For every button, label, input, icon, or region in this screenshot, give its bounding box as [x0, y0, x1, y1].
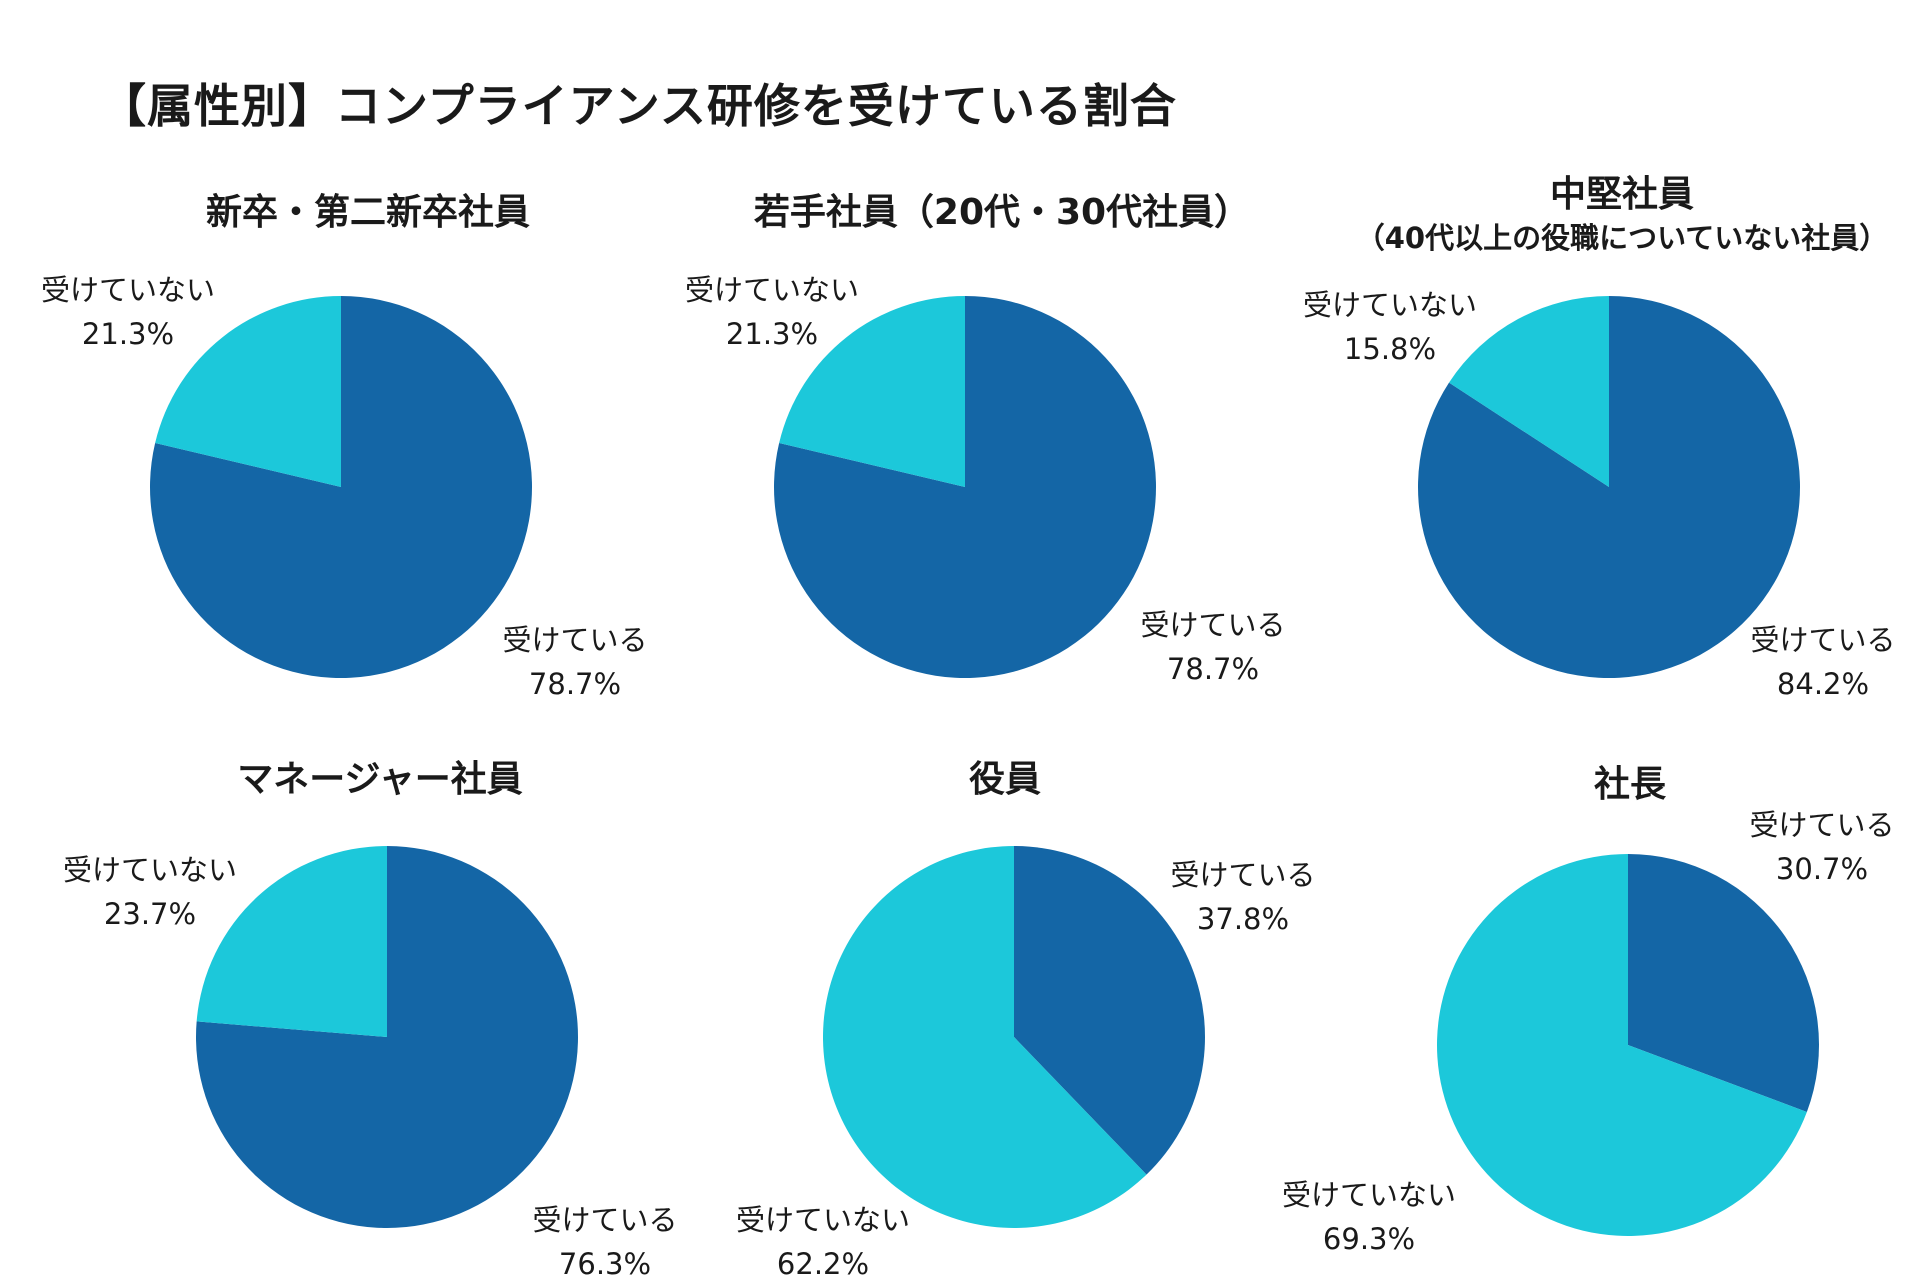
pie-mid-level: [1418, 296, 1800, 678]
pie-new-graduates: [149, 296, 532, 678]
chart-title-new-graduates: 新卒・第二新卒社員: [205, 192, 531, 233]
chart-title-managers: マネージャー社員: [237, 759, 523, 800]
pie-slice-received: [1628, 854, 1819, 1112]
pie-executives: [823, 846, 1206, 1228]
pie-slice-not-received: [779, 296, 965, 487]
slice-label-received: 受けている 30.7%: [1749, 808, 1895, 886]
slice-label-not-received: 受けていない 21.3%: [40, 273, 216, 351]
chart-title-mid-level: 中堅社員: [1549, 174, 1695, 215]
slice-label-received: 受けている 78.7%: [502, 623, 648, 701]
page-title: 【属性別】コンプライアンス研修を受けている割合: [100, 79, 1177, 133]
pie-slice-not-received: [196, 846, 387, 1037]
slice-label-not-received: 受けていない 15.8%: [1302, 288, 1478, 366]
pie-slice-not-received: [1436, 854, 1807, 1236]
slice-label-received: 受けている 78.7%: [1140, 608, 1286, 686]
chart-title-executives: 役員: [968, 759, 1042, 800]
slice-label-received: 受けている 76.3%: [532, 1203, 678, 1281]
chart-title-young-employees: 若手社員（20代・30代社員）: [753, 192, 1251, 233]
pie-slice-not-received: [823, 846, 1147, 1228]
pie-president: [1436, 854, 1819, 1236]
slice-label-not-received: 受けていない 23.7%: [62, 853, 238, 931]
pie-slice-not-received: [1449, 296, 1609, 487]
pie-young-employees: [774, 296, 1156, 678]
pie-slice-received: [774, 296, 1156, 678]
pie-slice-not-received: [155, 296, 341, 487]
pie-slice-received: [1014, 846, 1206, 1175]
chart-subtitle-mid-level: （40代以上の役職についていない社員）: [1355, 221, 1889, 255]
slice-label-not-received: 受けていない 62.2%: [735, 1203, 911, 1281]
slice-label-not-received: 受けていない 69.3%: [1281, 1178, 1457, 1256]
chart-title-president: 社長: [1593, 764, 1667, 805]
slice-label-not-received: 受けていない 21.3%: [684, 273, 860, 351]
pie-managers: [196, 846, 578, 1228]
slice-label-received: 受けている 84.2%: [1750, 623, 1896, 701]
slice-label-received: 受けている 37.8%: [1170, 858, 1316, 936]
